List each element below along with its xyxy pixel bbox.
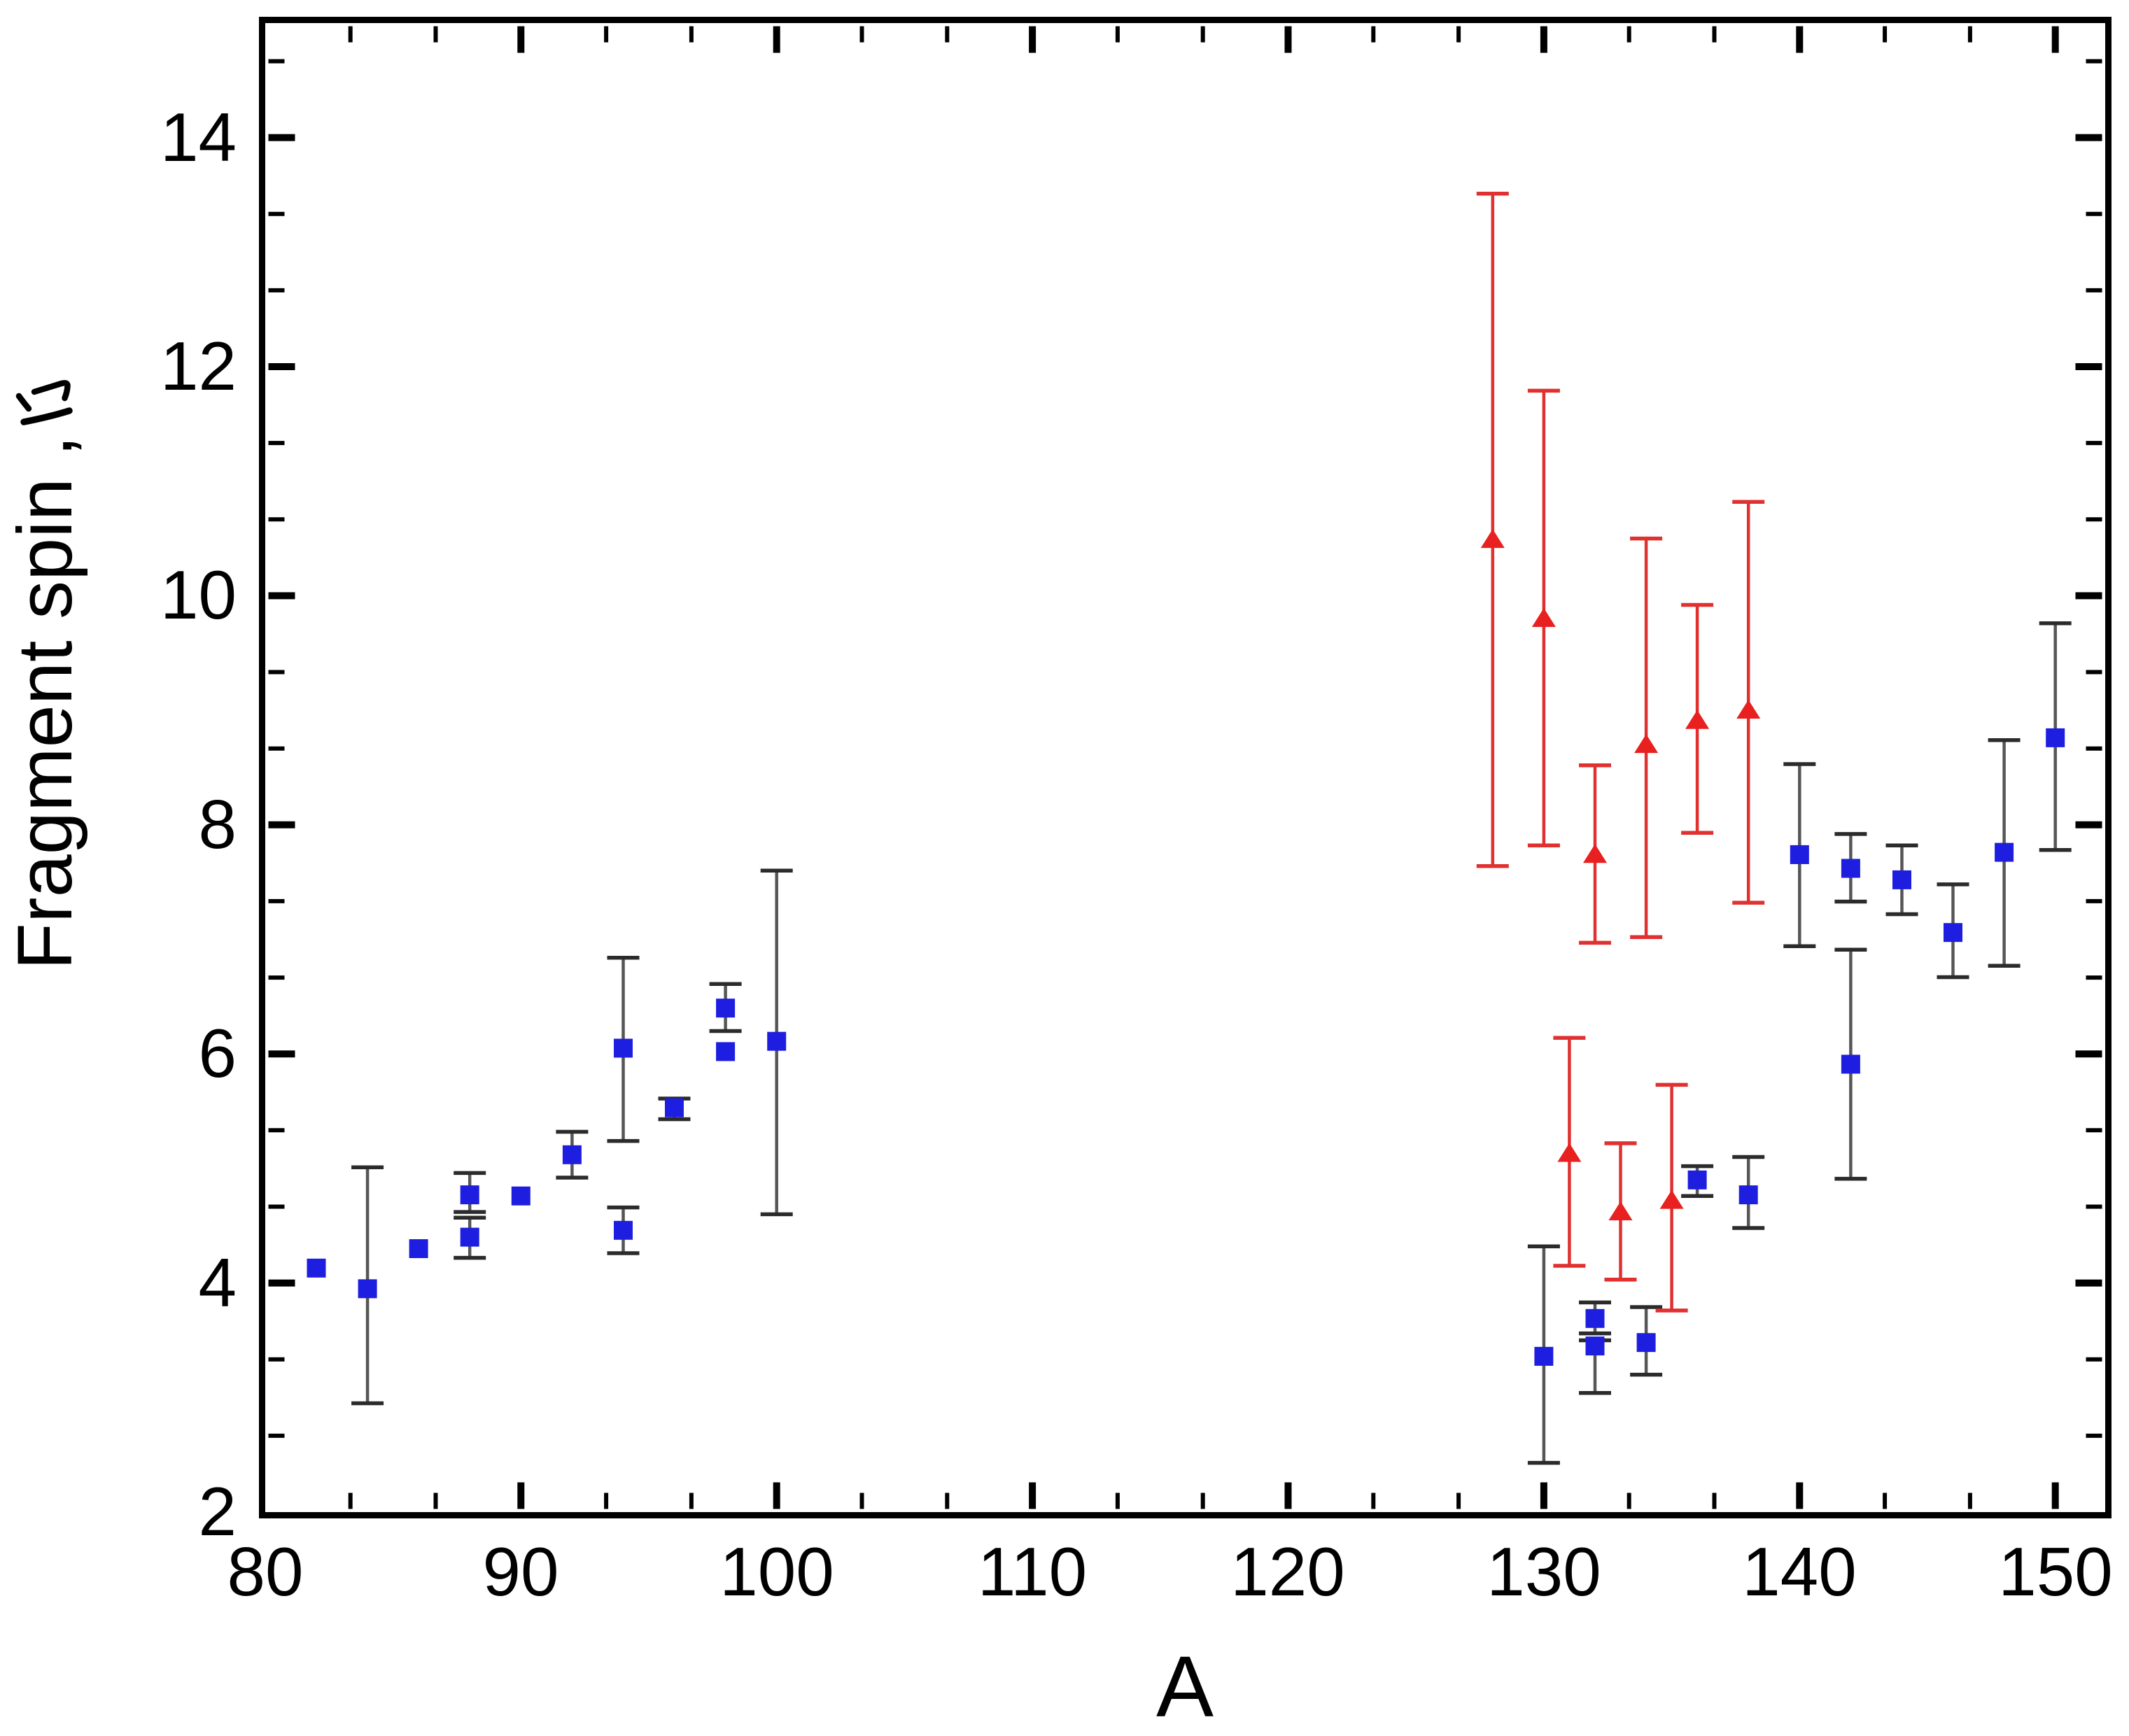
svg-text:80: 80	[227, 1533, 303, 1610]
svg-text:10: 10	[160, 556, 237, 633]
svg-text:90: 90	[482, 1533, 558, 1610]
svg-text:12: 12	[160, 327, 237, 404]
svg-text:A: A	[1156, 1639, 1214, 1735]
svg-text:14: 14	[160, 99, 237, 176]
svg-text:6: 6	[198, 1015, 237, 1092]
svg-text:4: 4	[198, 1244, 237, 1321]
svg-text:130: 130	[1487, 1533, 1601, 1610]
svg-text:120: 120	[1230, 1533, 1345, 1610]
svg-text:100: 100	[719, 1533, 834, 1610]
svg-text:150: 150	[1998, 1533, 2113, 1610]
svg-text:110: 110	[978, 1533, 1087, 1610]
svg-text:2: 2	[198, 1473, 237, 1550]
svg-text:Fragment spin ,: Fragment spin ,	[2, 435, 88, 970]
svg-text:8: 8	[198, 786, 237, 863]
svg-text:140: 140	[1742, 1533, 1857, 1610]
